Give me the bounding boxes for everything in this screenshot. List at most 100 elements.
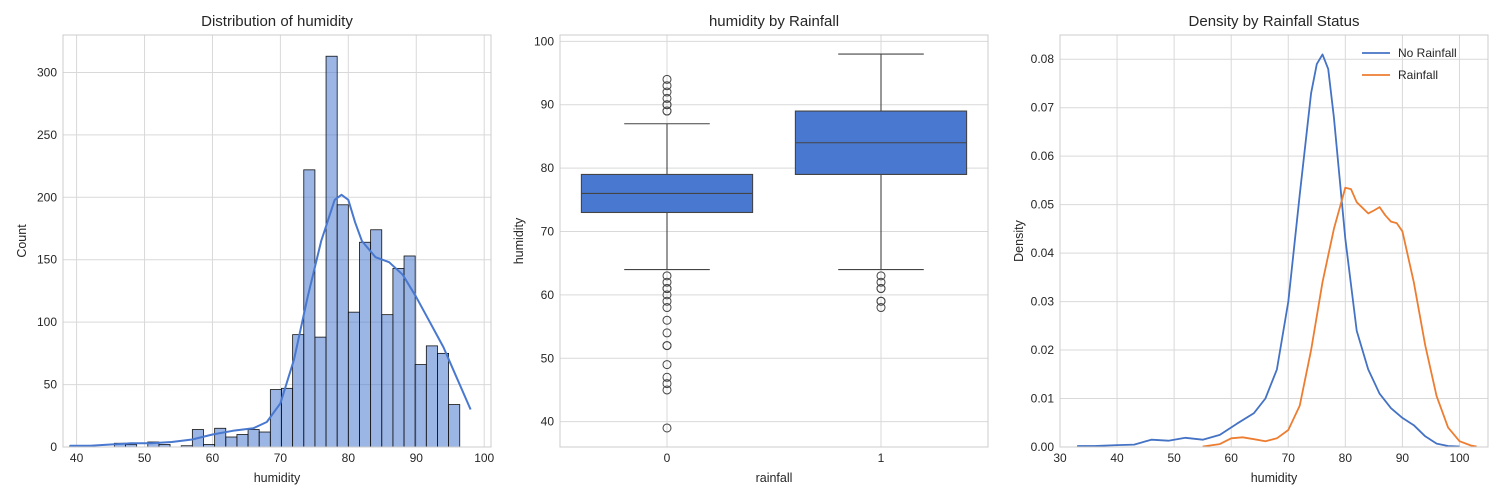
y-tick-label: 40 — [541, 415, 555, 429]
grid-lines — [1059, 35, 1488, 448]
outlier-point — [662, 341, 672, 351]
outlier-point — [662, 423, 672, 433]
histogram-bar — [381, 314, 394, 448]
x-tick-label: 80 — [342, 451, 356, 465]
legend: No Rainfall Rainfall — [1362, 46, 1457, 82]
plot-frame — [1059, 34, 1489, 448]
chart-title: Distribution of humidity — [201, 13, 353, 30]
x-tick-label: 70 — [1282, 451, 1296, 465]
box-group-0 — [580, 74, 754, 433]
histogram-bar — [236, 434, 249, 448]
outlier-point — [876, 284, 886, 294]
x-tick-label: 40 — [1110, 451, 1124, 465]
x-tick-label: 1 — [878, 451, 885, 465]
y-tick-label: 0.07 — [1031, 101, 1055, 115]
y-tick-label: 0.08 — [1031, 52, 1055, 66]
outlier-point — [662, 81, 672, 91]
y-tick-label: 0.05 — [1031, 198, 1055, 212]
x-tick-label: 70 — [274, 451, 288, 465]
y-tick-label: 50 — [44, 378, 58, 392]
outlier-point — [662, 303, 672, 313]
outlier-point — [662, 93, 672, 103]
y-tick-label: 100 — [534, 34, 554, 48]
legend-label: Rainfall — [1398, 68, 1438, 82]
y-tick-label: 150 — [37, 253, 57, 267]
outlier-point — [876, 296, 886, 306]
outlier-point — [876, 271, 886, 281]
x-tick-label: 100 — [1449, 451, 1469, 465]
histogram-bar — [269, 389, 282, 448]
y-tick-label: 0 — [50, 440, 57, 454]
histogram-bar — [214, 427, 227, 448]
y-tick-label: 200 — [37, 190, 57, 204]
y-tick-label: 80 — [541, 161, 555, 175]
histogram-bar — [325, 55, 338, 448]
outlier-point — [662, 106, 672, 116]
y-axis-label: Count — [15, 224, 29, 258]
outlier-point — [662, 372, 672, 382]
plot-frame — [62, 34, 492, 448]
outlier-point — [662, 379, 672, 389]
y-tick-label: 300 — [37, 65, 57, 79]
x-tick-label: 90 — [1396, 451, 1410, 465]
histogram-bar — [392, 268, 405, 448]
x-axis-label: humidity — [254, 471, 301, 485]
y-tick-label: 0.01 — [1031, 392, 1055, 406]
y-tick-label: 100 — [37, 315, 57, 329]
histogram-bar — [437, 352, 450, 448]
histogram-bar — [414, 364, 427, 448]
outlier-point — [662, 100, 672, 110]
outlier-point — [876, 303, 886, 313]
y-tick-label: 0.00 — [1031, 440, 1055, 454]
histogram-bar — [258, 431, 271, 448]
x-tick-label: 50 — [1167, 451, 1181, 465]
y-tick-label: 0.04 — [1031, 246, 1055, 260]
y-tick-label: 0.03 — [1031, 295, 1055, 309]
histogram-bar — [347, 311, 360, 448]
histogram-bar — [359, 241, 372, 448]
outlier-point — [662, 296, 672, 306]
outlier-point — [662, 74, 672, 84]
chart-title: humidity by Rainfall — [709, 13, 839, 30]
legend-label: No Rainfall — [1398, 46, 1457, 60]
y-tick-label: 90 — [541, 98, 555, 112]
x-tick-label: 80 — [1339, 451, 1353, 465]
box-group-1 — [794, 53, 968, 313]
x-tick-label: 60 — [206, 451, 220, 465]
y-tick-label: 70 — [541, 224, 555, 238]
series-line-rainfall — [1202, 186, 1477, 448]
x-axis-label: rainfall — [756, 471, 793, 485]
x-tick-label: 60 — [1225, 451, 1239, 465]
outlier-point — [876, 277, 886, 287]
histogram-bar — [336, 204, 349, 448]
y-tick-label: 0.02 — [1031, 343, 1055, 357]
outlier-point — [662, 315, 672, 325]
kde-line — [69, 193, 472, 447]
histogram-bar — [292, 334, 305, 448]
histogram-bar — [314, 336, 327, 448]
x-tick-label: 90 — [410, 451, 424, 465]
bars — [69, 55, 461, 448]
y-tick-label: 250 — [37, 128, 57, 142]
outlier-point — [662, 87, 672, 97]
outlier-point — [662, 385, 672, 395]
y-axis-label: humidity — [512, 217, 526, 264]
series-line-no-rainfall — [1077, 53, 1460, 448]
histogram-bar — [448, 404, 461, 448]
outlier-point — [662, 328, 672, 338]
x-tick-label: 50 — [138, 451, 152, 465]
x-axis-label: humidity — [1251, 471, 1298, 485]
y-tick-label: 50 — [541, 351, 555, 365]
x-tick-label: 100 — [474, 451, 494, 465]
y-axis-label: Density — [1012, 219, 1026, 261]
x-tick-label: 30 — [1053, 451, 1067, 465]
histogram-bar — [225, 436, 238, 448]
histogram-bar — [247, 429, 260, 448]
outlier-point — [662, 271, 672, 281]
plot-frame — [559, 34, 989, 448]
chart-title: Density by Rainfall Status — [1189, 13, 1360, 30]
y-tick-label: 0.06 — [1031, 149, 1055, 163]
outlier-point — [662, 360, 672, 370]
histogram-chart: Distribution of humidity humidity Count 40 5… — [15, 13, 495, 485]
